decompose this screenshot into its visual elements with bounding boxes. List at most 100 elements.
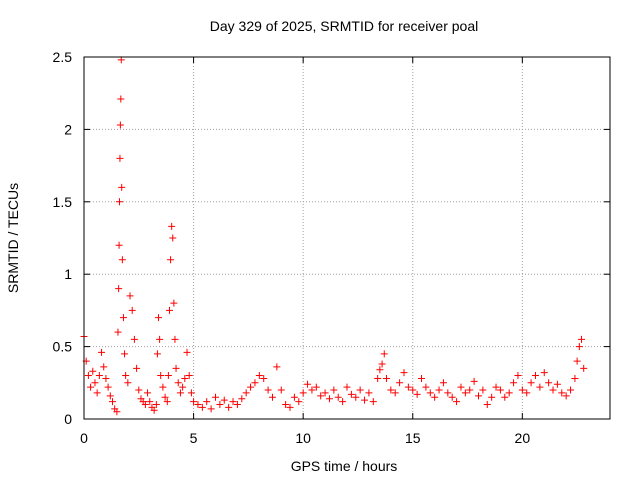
x-tick-label: 5 [190, 430, 198, 446]
data-point [216, 401, 224, 409]
data-point [126, 292, 134, 300]
data-point [347, 390, 355, 398]
y-tick-label: 2.5 [53, 49, 73, 65]
data-point [121, 350, 129, 358]
y-tick-label: 1.5 [53, 194, 73, 210]
data-point [174, 379, 182, 387]
data-point [573, 357, 581, 365]
data-point [242, 389, 250, 397]
data-point [150, 406, 158, 414]
data-point [130, 335, 138, 343]
data-point [117, 56, 125, 64]
data-point [376, 366, 384, 374]
data-point [87, 383, 95, 391]
data-point [181, 374, 189, 382]
data-point [545, 379, 553, 387]
data-point [295, 398, 303, 406]
data-point [104, 383, 112, 391]
data-point [475, 392, 482, 400]
data-point [128, 306, 136, 314]
data-point [470, 377, 478, 385]
data-point [479, 386, 487, 394]
data-point [163, 398, 171, 406]
data-point [361, 396, 369, 404]
data-point [580, 364, 588, 372]
data-point [95, 372, 103, 380]
data-point [444, 389, 452, 397]
x-tick-label: 20 [515, 430, 531, 446]
data-point [108, 398, 116, 406]
data-point [299, 389, 307, 397]
data-point [553, 380, 561, 388]
x-tick-label: 0 [80, 430, 88, 446]
data-point [122, 372, 130, 380]
data-point [369, 398, 377, 406]
data-point [179, 383, 187, 391]
data-point [198, 403, 206, 411]
data-point [334, 393, 342, 401]
data-point [457, 383, 465, 391]
data-point [170, 299, 178, 307]
data-point [118, 256, 126, 264]
data-point [277, 386, 285, 394]
data-point [167, 256, 175, 264]
data-point [89, 367, 97, 375]
data-point [93, 389, 101, 397]
chart-title: Day 329 of 2025, SRMTID for receiver poa… [210, 18, 478, 34]
data-point [183, 348, 191, 356]
data-point [562, 392, 570, 400]
data-point [382, 374, 390, 382]
data-point [116, 198, 124, 206]
data-point [264, 386, 272, 394]
data-point [176, 389, 184, 397]
data-point [290, 393, 298, 401]
data-point [115, 241, 123, 249]
data-point [536, 383, 544, 391]
data-point [168, 222, 176, 230]
x-tick-label: 10 [295, 430, 311, 446]
data-point [91, 379, 99, 387]
data-point [531, 372, 539, 380]
data-point [396, 379, 404, 387]
data-point [117, 95, 125, 103]
data-point [317, 392, 325, 400]
data-point [387, 386, 395, 394]
data-point [461, 389, 469, 397]
data-point [505, 389, 513, 397]
data-point [282, 401, 290, 409]
data-point [514, 372, 522, 380]
data-point [422, 383, 430, 391]
data-point [100, 363, 108, 371]
data-point [374, 374, 382, 382]
data-point [172, 364, 180, 372]
data-point [339, 398, 347, 406]
data-point [98, 348, 106, 356]
data-point [146, 398, 154, 406]
data-point [492, 383, 500, 391]
data-point [124, 379, 132, 387]
data-point [523, 389, 531, 397]
y-tick-label: 2 [64, 121, 72, 137]
data-point [84, 372, 92, 380]
data-point [304, 380, 312, 388]
data-point [238, 395, 246, 403]
data-point [321, 389, 329, 397]
data-point [409, 386, 417, 394]
data-point [119, 314, 127, 322]
data-point [325, 395, 333, 403]
data-point [114, 328, 122, 336]
data-point [431, 393, 439, 401]
data-point [133, 364, 141, 372]
data-point [273, 363, 281, 371]
x-tick-label: 15 [405, 430, 421, 446]
data-point [365, 389, 373, 397]
y-tick-label: 1 [64, 266, 72, 282]
plot-frame [83, 56, 611, 420]
data-point [161, 393, 169, 401]
data-point [212, 393, 219, 401]
data-point [159, 383, 167, 391]
x-axis-ticks: 0 5 10 15 20 [80, 57, 530, 446]
data-point [330, 386, 338, 394]
data-point [488, 393, 496, 401]
